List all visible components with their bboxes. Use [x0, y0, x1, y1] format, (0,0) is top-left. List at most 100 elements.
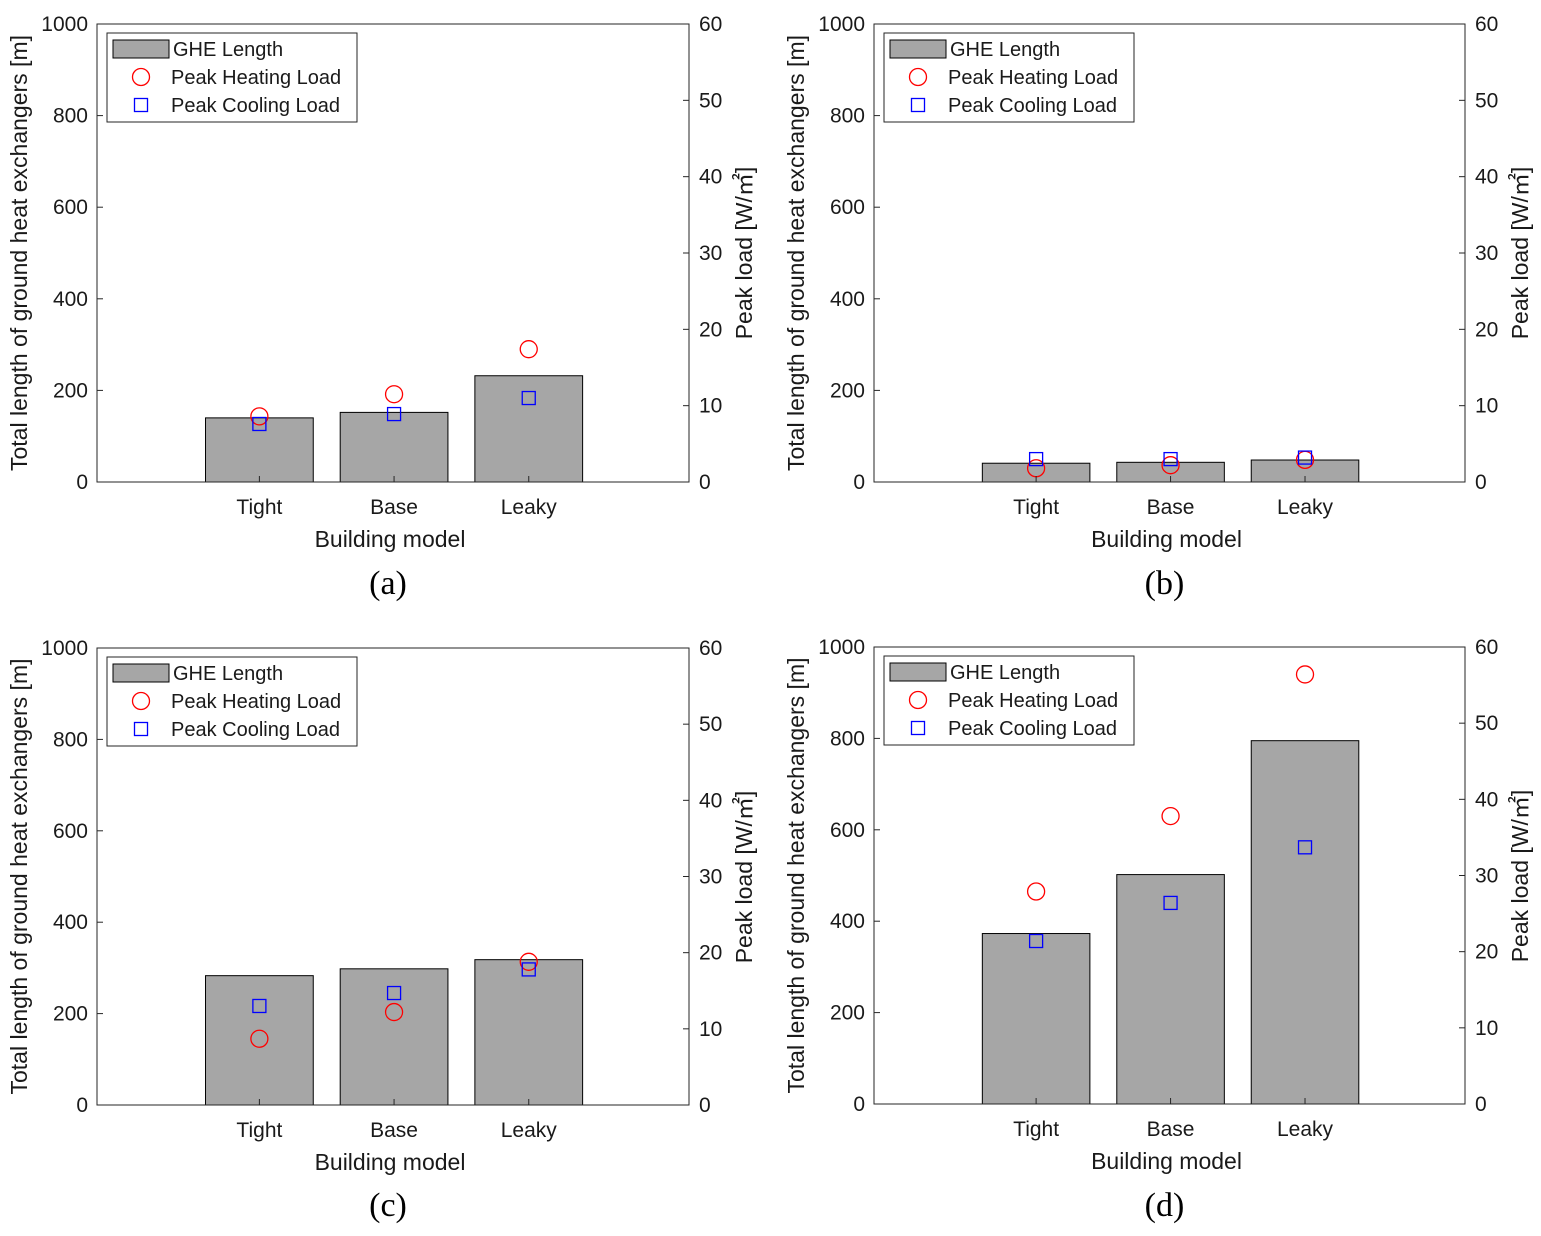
cooling-load-point [1028, 451, 1044, 467]
legend-circle-marker [908, 67, 928, 87]
left-tick-label: 0 [853, 1093, 865, 1116]
legend-entry-label: GHE Length [173, 663, 283, 685]
x-tick-label: Tight [1013, 496, 1059, 519]
legend-entry-label: Peak Heating Load [171, 67, 341, 89]
legend-bar-swatch [889, 39, 947, 59]
right-tick-label: 60 [699, 13, 722, 36]
cooling-load-point [386, 985, 402, 1001]
x-tick-label: Tight [236, 496, 282, 519]
left-tick-label: 0 [76, 471, 88, 494]
right-axis-title: Peak load [W/㎡] [1507, 167, 1533, 340]
cooling-load-point [1163, 895, 1178, 911]
right-tick-label: 10 [699, 1018, 722, 1041]
legend-entry-label: Peak Cooling Load [171, 719, 340, 741]
cooling-load-point [1028, 933, 1044, 949]
left-tick-label: 400 [830, 910, 865, 933]
right-tick-label: 40 [699, 789, 722, 812]
right-tick-label: 0 [1475, 471, 1487, 494]
bar-base [339, 411, 449, 483]
legend-circle-marker [131, 691, 151, 711]
legend-bar-swatch [112, 39, 170, 59]
legend: GHE Length Peak Heating Load Peak Cooling … [883, 32, 1135, 123]
heating-load-point [1161, 806, 1180, 826]
heating-load-point [250, 1029, 269, 1048]
x-axis-title: Building model [315, 1149, 466, 1175]
left-tick-label: 600 [53, 820, 88, 843]
right-tick-label: 30 [699, 866, 722, 889]
left-tick-label: 600 [830, 196, 865, 219]
left-axis-title: Total length of ground heat exchangers [… [6, 35, 32, 471]
left-tick-label: 800 [53, 105, 88, 128]
heating-load-point [1161, 456, 1180, 475]
left-tick-label: 200 [830, 1002, 865, 1025]
chart-panel: 0 200 400 600 800 1000 0 10 20 30 40 50 60 Tight Base L… [6, 13, 757, 602]
panel-label: (d) [1145, 1187, 1185, 1224]
heating-load-point [519, 340, 538, 359]
panel-label: (c) [369, 1187, 407, 1224]
left-tick-label: 400 [53, 911, 88, 934]
bar-base [339, 968, 449, 1106]
right-tick-label: 30 [699, 242, 722, 265]
cooling-load-point [252, 416, 267, 432]
x-tick-label: Leaky [1277, 1118, 1334, 1141]
heating-load-point [1295, 665, 1315, 684]
cooling-load-point [1297, 840, 1313, 855]
right-axis-title: Peak load [W/㎡] [731, 167, 757, 340]
legend: GHE Length Peak Heating Load Peak Cooling … [106, 656, 358, 747]
x-axis-title: Building model [1091, 1148, 1242, 1174]
bar-base [1116, 874, 1225, 1105]
right-tick-label: 50 [699, 89, 722, 112]
right-tick-label: 20 [699, 942, 722, 965]
right-tick-label: 10 [1475, 1017, 1498, 1040]
cooling-load-point [521, 962, 536, 977]
right-tick-label: 50 [1475, 89, 1498, 112]
heating-load-point [1026, 882, 1046, 901]
chart-panel: 0 200 400 600 800 1000 0 10 20 30 40 50 60 Tight Base L… [783, 13, 1533, 602]
right-tick-label: 20 [699, 318, 722, 341]
legend: GHE Length Peak Heating Load Peak Cooling … [883, 655, 1135, 746]
left-tick-label: 1000 [818, 636, 865, 659]
left-tick-label: 400 [53, 288, 88, 311]
right-tick-label: 40 [1475, 166, 1498, 189]
legend-square-marker [910, 97, 926, 113]
left-tick-label: 200 [53, 379, 88, 402]
legend-bar-swatch [889, 662, 947, 682]
left-tick-label: 600 [830, 819, 865, 842]
left-tick-label: 800 [53, 728, 88, 751]
legend: GHE Length Peak Heating Load Peak Cooling … [106, 32, 358, 123]
bar-tight [205, 975, 314, 1106]
bar-leaky [1250, 740, 1360, 1105]
x-tick-label: Leaky [501, 496, 558, 519]
right-tick-label: 10 [1475, 395, 1498, 418]
left-tick-label: 1000 [41, 637, 88, 660]
right-tick-label: 30 [1475, 242, 1498, 265]
x-tick-label: Tight [236, 1119, 282, 1142]
heating-load-point [250, 407, 269, 426]
chart-panel: 0 200 400 600 800 1000 0 10 20 30 40 50 60 Tight Base L… [6, 637, 757, 1224]
cooling-load-point [252, 998, 267, 1014]
x-axis-title: Building model [315, 526, 466, 552]
chart-panel: 0 200 400 600 800 1000 0 10 20 30 40 50 60 Tight Base L… [783, 636, 1533, 1224]
left-tick-label: 1000 [41, 13, 88, 36]
x-tick-label: Base [1147, 1118, 1195, 1141]
legend-square-marker [910, 720, 926, 736]
left-tick-label: 200 [830, 379, 865, 402]
right-tick-label: 60 [1475, 636, 1498, 659]
legend-circle-marker [131, 67, 151, 87]
x-tick-label: Base [1147, 496, 1195, 519]
right-tick-label: 40 [1475, 788, 1498, 811]
left-axis-title: Total length of ground heat exchangers [… [783, 35, 809, 471]
cooling-load-point [1163, 451, 1178, 467]
right-tick-label: 60 [1475, 13, 1498, 36]
cooling-load-point [521, 390, 536, 406]
legend-square-marker [133, 97, 149, 113]
left-tick-label: 800 [830, 727, 865, 750]
x-tick-label: Base [370, 1119, 418, 1142]
bar-tight [205, 417, 314, 483]
left-tick-label: 800 [830, 105, 865, 128]
heating-load-point [384, 1002, 404, 1022]
legend-entry-label: Peak Cooling Load [948, 718, 1117, 740]
heating-load-point [384, 385, 404, 404]
x-tick-label: Leaky [501, 1119, 558, 1142]
right-tick-label: 0 [699, 471, 711, 494]
